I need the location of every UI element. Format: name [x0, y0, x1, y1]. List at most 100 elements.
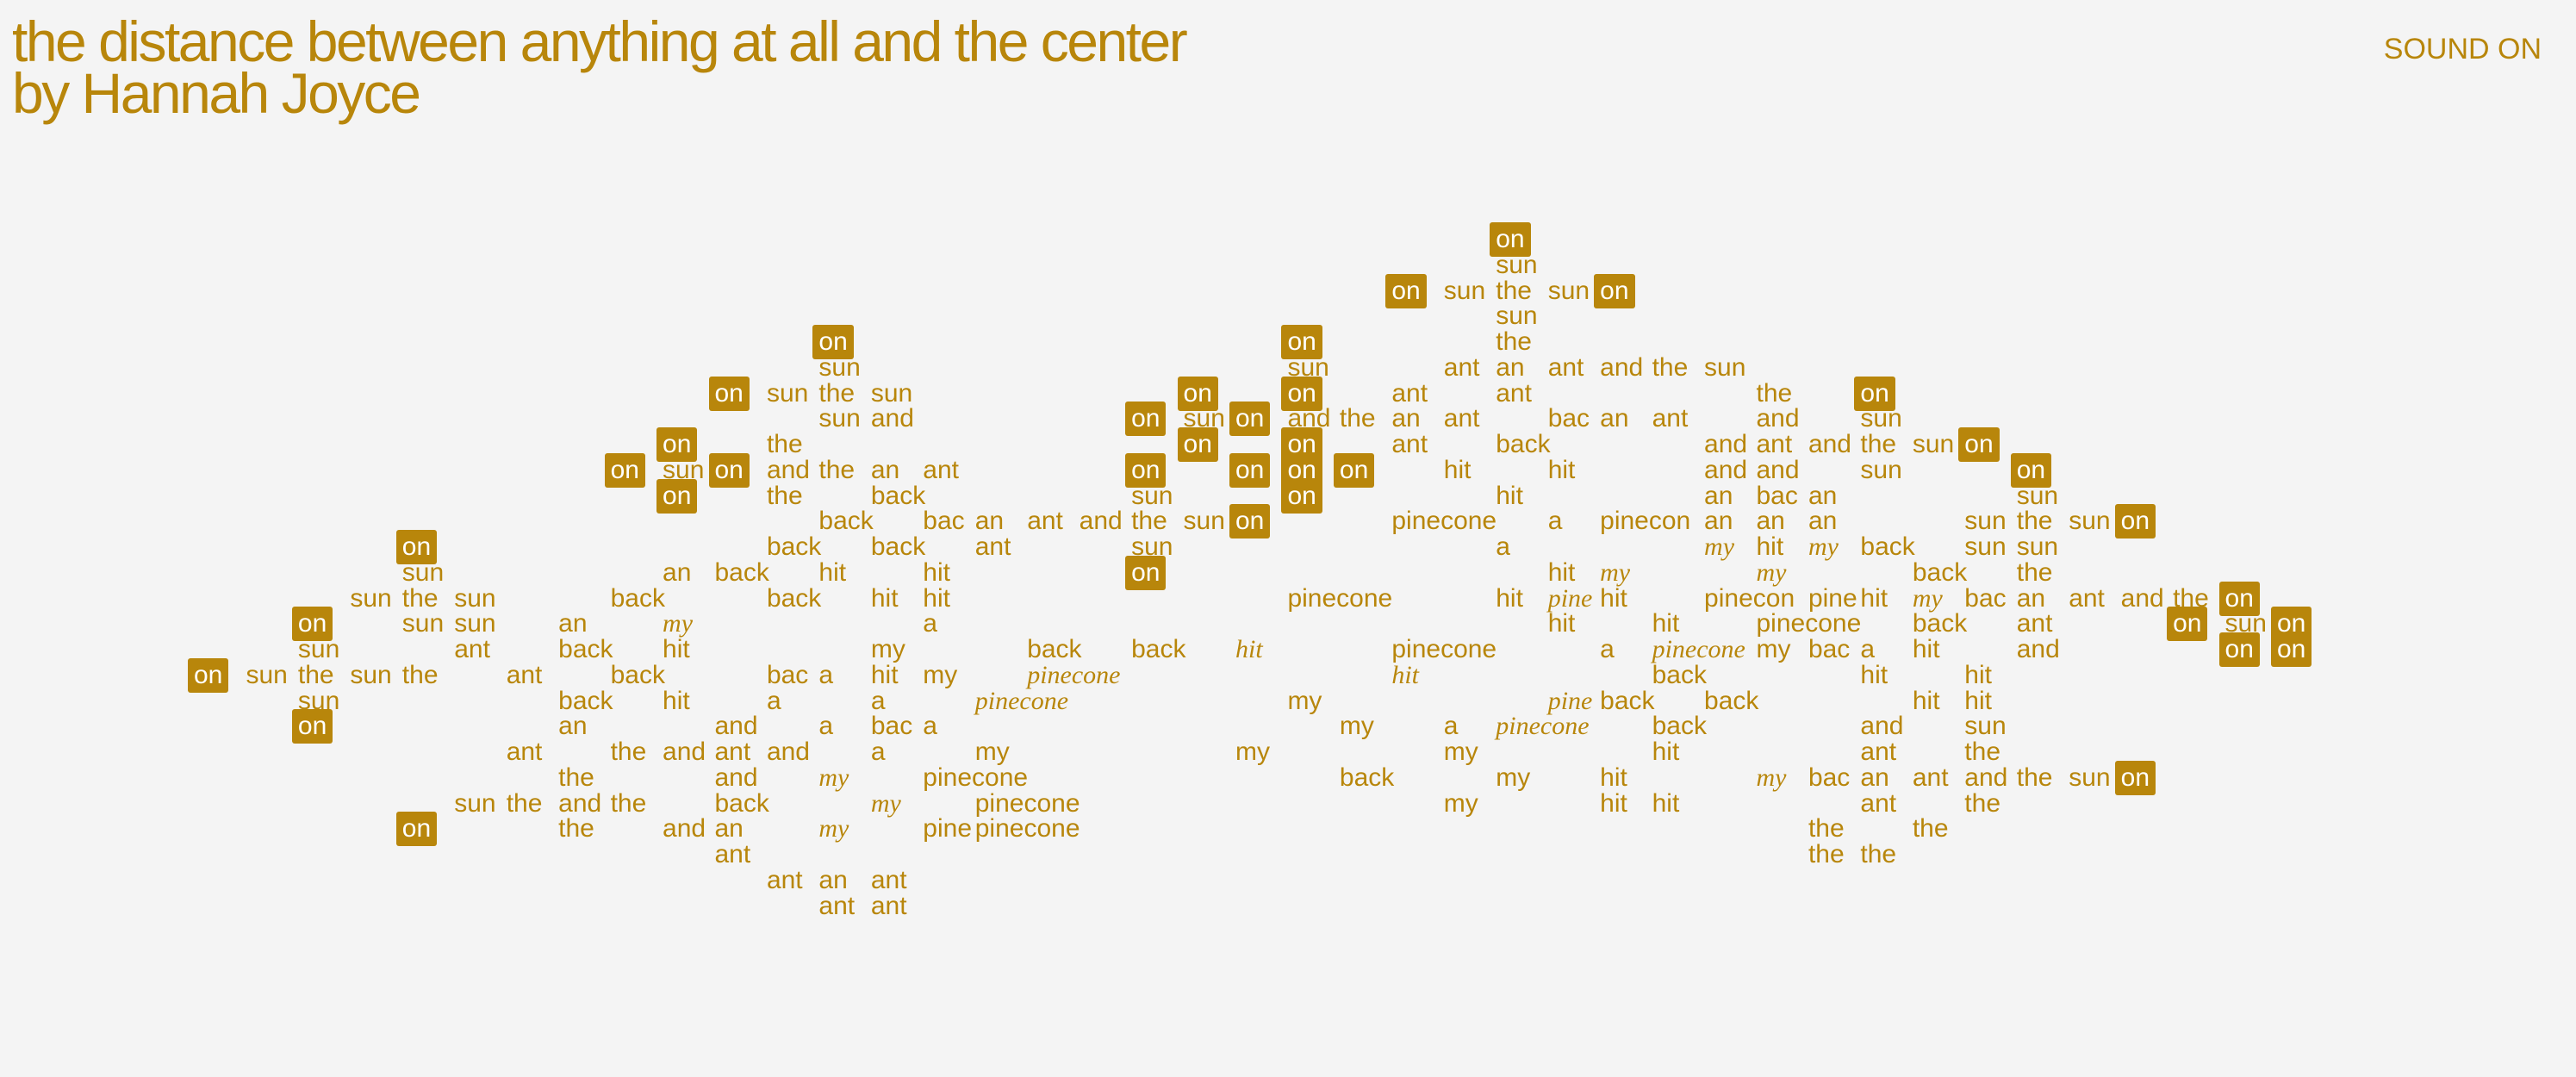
word: hit: [1600, 788, 1627, 818]
word: an: [974, 507, 1005, 536]
word: a: [1496, 532, 1510, 561]
word-box[interactable]: on: [188, 657, 229, 693]
word: the: [1912, 814, 1949, 844]
word: the: [2016, 763, 2053, 792]
sound-toggle[interactable]: SOUND ON: [2383, 33, 2542, 65]
word: bac: [1756, 481, 1798, 510]
word: ant: [2069, 583, 2105, 613]
word: back: [1496, 430, 1551, 458]
word-box[interactable]: on: [656, 427, 698, 462]
word-box[interactable]: on: [1490, 222, 1531, 257]
word-box[interactable]: on: [2167, 607, 2208, 642]
word-box[interactable]: on: [291, 709, 333, 744]
word-box[interactable]: on: [2218, 632, 2260, 667]
word: the: [2016, 507, 2053, 536]
word-box[interactable]: on: [1177, 427, 1218, 462]
word-box[interactable]: on: [1229, 452, 1271, 488]
word-box[interactable]: on: [2114, 760, 2156, 795]
word-box[interactable]: on: [2114, 504, 2156, 539]
word: ant: [1547, 352, 1584, 382]
word-box[interactable]: on: [1958, 427, 2000, 462]
word: a: [766, 686, 781, 715]
word: ant: [1391, 378, 1428, 408]
word: hit: [1652, 738, 1680, 766]
word: back: [714, 557, 769, 587]
word: pine: [1547, 583, 1593, 613]
word-box[interactable]: on: [395, 530, 438, 564]
word: back: [1652, 712, 1707, 741]
word-box[interactable]: on: [1854, 376, 1895, 411]
word: ant: [1496, 378, 1532, 408]
word: back: [766, 532, 822, 561]
word: hit: [1600, 583, 1627, 613]
word-box[interactable]: on: [604, 452, 645, 488]
word: hit: [1443, 455, 1472, 484]
word: hit: [1391, 660, 1420, 689]
word-box[interactable]: on: [656, 478, 698, 514]
word: back: [766, 583, 822, 613]
word-box[interactable]: on: [1229, 402, 1271, 437]
word: back: [1860, 532, 1915, 561]
word-box[interactable]: on: [2010, 452, 2052, 488]
word: ant: [2016, 609, 2053, 638]
word: back: [870, 481, 926, 510]
word: ant: [1912, 763, 1949, 792]
word-box[interactable]: on: [1281, 376, 1322, 411]
word: the: [610, 738, 647, 766]
word: sun: [454, 583, 496, 613]
word: a: [870, 686, 886, 715]
word-box[interactable]: on: [1125, 402, 1167, 437]
word-box[interactable]: on: [395, 812, 438, 847]
word: the: [1339, 404, 1376, 433]
word: back: [1339, 763, 1395, 792]
word: a: [1860, 635, 1876, 663]
word: a: [1443, 712, 1459, 741]
word-box[interactable]: on: [1177, 376, 1218, 411]
word: an: [1860, 763, 1889, 792]
word: pinecone: [1756, 609, 1862, 638]
word-box[interactable]: on: [1125, 452, 1167, 488]
word: hit: [1756, 532, 1784, 561]
word: back: [1912, 557, 1968, 587]
word-box[interactable]: on: [2218, 581, 2260, 616]
word: and: [714, 712, 758, 741]
word-box[interactable]: on: [1281, 478, 1322, 514]
word-box[interactable]: on: [291, 607, 333, 642]
word: pinecon: [1704, 583, 1795, 613]
word: sun: [2069, 763, 2111, 792]
word: and: [1860, 712, 1904, 741]
word: the: [401, 660, 439, 689]
word: pine: [1547, 686, 1593, 715]
word: pinecone: [1391, 507, 1497, 536]
word-box[interactable]: on: [1385, 273, 1427, 308]
word-box[interactable]: on: [2271, 632, 2312, 667]
word-box[interactable]: on: [1594, 273, 1635, 308]
word: sun: [1964, 507, 2007, 536]
word: hit: [1496, 481, 1523, 510]
word-box[interactable]: on: [708, 452, 750, 488]
word: pinecone: [974, 686, 1069, 715]
word: a: [923, 712, 937, 741]
word-box[interactable]: on: [1281, 325, 1322, 359]
word: and: [1704, 430, 1748, 458]
word-box[interactable]: on: [708, 376, 750, 411]
word: an: [818, 865, 848, 894]
word: an: [1704, 481, 1733, 510]
word: ant: [1443, 352, 1480, 382]
word: sun: [1912, 430, 1955, 458]
word: pinecone: [1027, 660, 1121, 689]
word-box[interactable]: on: [1333, 452, 1375, 488]
word-box[interactable]: on: [1229, 504, 1271, 539]
word: an: [1808, 507, 1838, 536]
word: hit: [663, 686, 690, 715]
word: sun: [454, 609, 496, 638]
word: and: [1600, 352, 1644, 382]
word: my: [1443, 738, 1478, 766]
word: an: [1600, 404, 1629, 433]
word-box[interactable]: on: [812, 325, 854, 359]
word-box[interactable]: on: [1125, 555, 1167, 590]
word: hit: [1600, 763, 1627, 792]
word: my: [1704, 532, 1735, 561]
word: ant: [1860, 738, 1897, 766]
